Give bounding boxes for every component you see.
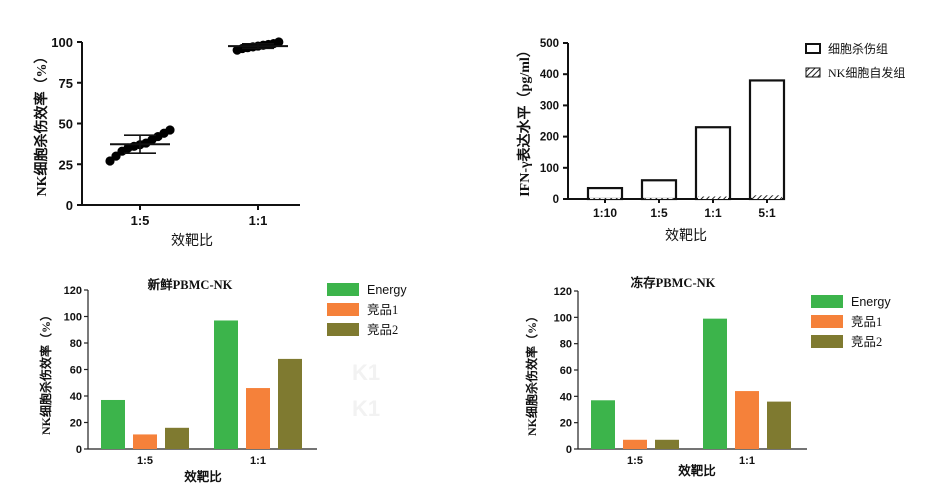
- watermark-text: K1: [352, 396, 380, 421]
- x-tick-label: 1:5: [131, 213, 150, 228]
- bar-kill-group: [640, 179, 678, 201]
- legend-swatch: [811, 335, 843, 348]
- x-tick-label: 1:10: [593, 206, 617, 220]
- y-tick-label: 50: [59, 117, 73, 132]
- y-tick-label: 500: [540, 38, 559, 50]
- bar-competitor-2: [278, 358, 302, 449]
- bar-energy: [591, 400, 615, 449]
- y-tick-label: 60: [560, 365, 572, 377]
- legend-label: 竞品1: [851, 315, 882, 329]
- y-tick-label: 25: [59, 157, 73, 172]
- x-tick-label: 1:1: [250, 455, 266, 467]
- legend-label: Energy: [367, 283, 407, 297]
- legend-swatch: [327, 283, 359, 296]
- legend-label: Energy: [851, 295, 891, 309]
- y-tick-label: 80: [560, 339, 572, 351]
- y-tick-label: 0: [66, 198, 73, 213]
- y-axis-title: NK细胞杀伤效率（%）: [524, 310, 539, 436]
- y-tick-label: 60: [70, 365, 82, 377]
- y-tick-label: 100: [540, 163, 559, 175]
- x-tick-label: 5:1: [758, 206, 776, 220]
- legend-swatch-kill: [805, 43, 821, 54]
- legend-label: 竞品2: [851, 335, 882, 349]
- x-axis-title: 效靶比: [678, 463, 716, 478]
- bar-energy: [101, 399, 125, 449]
- legend-swatch: [811, 315, 843, 328]
- x-axis-title: 效靶比: [171, 233, 213, 249]
- bar-competitor-1: [735, 391, 759, 449]
- y-tick-label: 200: [540, 132, 559, 144]
- y-tick-label: 80: [70, 338, 82, 350]
- y-axis-title: NK细胞杀伤效率（%）: [38, 309, 53, 435]
- x-axis-title: 效靶比: [665, 228, 707, 244]
- bar-competitor-2: [165, 427, 189, 449]
- bar-competitor-1: [133, 434, 157, 449]
- x-tick-label: 1:5: [137, 455, 153, 467]
- bar-energy: [703, 318, 727, 449]
- y-tick-label: 100: [64, 312, 82, 324]
- bar-nk-spontaneous: [644, 198, 674, 199]
- legend-label-spontaneous: NK细胞自发组: [828, 65, 905, 80]
- bar-kill-group: [694, 126, 732, 201]
- legend-label: 竞品2: [367, 323, 398, 337]
- x-tick-label: 1:1: [739, 455, 755, 467]
- bar-nk-spontaneous: [752, 195, 782, 199]
- y-tick-label: 400: [540, 69, 559, 81]
- y-tick-label: 75: [59, 76, 73, 91]
- data-point: [274, 37, 284, 47]
- y-tick-label: 20: [70, 418, 82, 430]
- y-axis-title: NK细胞杀伤效率（%）: [33, 50, 50, 197]
- legend-swatch: [327, 303, 359, 316]
- y-tick-label: 300: [540, 100, 559, 112]
- y-tick-label: 0: [553, 194, 559, 206]
- y-axis-title: IFN-γ表达水平（pg/ml）: [516, 43, 533, 197]
- y-tick-label: 20: [560, 418, 572, 430]
- legend-swatch-spontaneous: [805, 67, 821, 78]
- y-tick-label: 120: [554, 286, 572, 298]
- data-point: [165, 125, 175, 135]
- y-tick-label: 100: [51, 35, 73, 50]
- x-tick-label: 1:1: [704, 206, 722, 220]
- bar-nk-spontaneous: [698, 196, 728, 199]
- y-tick-label: 0: [566, 444, 572, 456]
- watermark-text: K1: [352, 360, 380, 385]
- x-tick-label: 1:5: [650, 206, 668, 220]
- bar-competitor-2: [767, 401, 791, 449]
- bar-competitor-1: [246, 388, 270, 449]
- bar-energy: [214, 320, 238, 449]
- legend-swatch: [327, 323, 359, 336]
- bar-competitor-1: [623, 439, 647, 449]
- x-tick-label: 1:5: [627, 455, 643, 467]
- x-axis-title: 效靶比: [184, 469, 222, 484]
- chart-title: 冻存PBMC-NK: [631, 275, 716, 290]
- legend-swatch: [811, 295, 843, 308]
- y-tick-label: 120: [64, 285, 82, 297]
- y-tick-label: 100: [554, 312, 572, 324]
- bar-kill-group: [586, 186, 624, 201]
- y-tick-label: 0: [76, 444, 82, 456]
- y-tick-label: 40: [560, 391, 572, 403]
- legend-label: 竞品1: [367, 303, 398, 317]
- y-tick-label: 40: [70, 391, 82, 403]
- bar-nk-spontaneous: [590, 198, 620, 199]
- bar-competitor-2: [655, 439, 679, 449]
- bar-kill-group: [748, 79, 786, 201]
- chart-title: 新鲜PBMC-NK: [148, 277, 233, 292]
- x-tick-label: 1:1: [249, 213, 268, 228]
- legend-label-kill: 细胞杀伤组: [828, 41, 888, 56]
